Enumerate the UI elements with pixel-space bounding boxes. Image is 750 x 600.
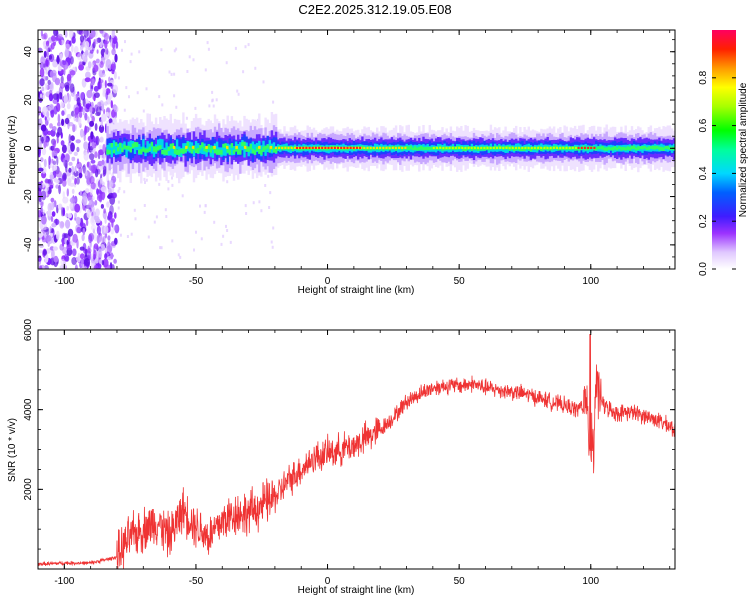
y-tick-label: 40 xyxy=(23,46,34,58)
spectrogram-x-axis-label: Height of straight line (km) xyxy=(298,285,415,296)
colorbar-tick-label: 0.2 xyxy=(698,214,709,228)
y-tick-label: 4000 xyxy=(23,398,34,421)
snr-series-line xyxy=(38,333,675,569)
x-tick-label: 50 xyxy=(454,276,466,287)
spectrogram-frame xyxy=(37,29,676,270)
snr-x-axis-label: Height of straight line (km) xyxy=(298,585,415,596)
x-tick-label: 50 xyxy=(454,576,466,587)
figure-title: C2E2.2025.312.19.05.E08 xyxy=(298,2,451,17)
x-tick-label: -100 xyxy=(54,276,74,287)
colorbar-tick-label: 0.8 xyxy=(698,70,709,84)
x-tick-label: -50 xyxy=(189,276,204,287)
y-tick-label: 6000 xyxy=(23,318,34,341)
x-tick-label: 100 xyxy=(582,276,599,287)
x-tick-label: 0 xyxy=(325,576,331,587)
colorbar: 0.0 0.2 0.4 0.6 0.8 Normalized spectral ampl… xyxy=(698,30,749,276)
spectrogram-y-axis-label: Frequency (Hz) xyxy=(7,116,18,185)
x-tick-label: 0 xyxy=(325,276,331,287)
colorbar-tick-label: 0.6 xyxy=(698,118,709,132)
x-tick-label: -100 xyxy=(54,576,74,587)
x-tick-label: 100 xyxy=(582,576,599,587)
y-tick-label: -20 xyxy=(23,189,34,204)
y-tick-label: 2000 xyxy=(23,478,34,501)
colorbar-ticks: 0.0 0.2 0.4 0.6 0.8 xyxy=(698,70,736,276)
colorbar-tick-label: 0.4 xyxy=(698,166,709,180)
colorbar-gradient xyxy=(712,30,736,269)
x-tick-label: -50 xyxy=(189,576,204,587)
snr-y-axis-label: SNR (10 * v/v) xyxy=(7,418,18,482)
colorbar-label: Normalized spectral amplitude xyxy=(738,82,749,217)
snr-panel: -100 -50 0 50 100 2000 4000 6000 Height of stra… xyxy=(7,318,676,596)
y-tick-label: 20 xyxy=(23,94,34,106)
y-tick-label: 0 xyxy=(23,145,34,151)
y-tick-label: 0 xyxy=(23,145,34,151)
snr-ticks: -100 -50 0 50 100 2000 4000 6000 xyxy=(23,318,675,587)
spectrogram-image xyxy=(38,30,675,269)
y-tick-label: -40 xyxy=(23,237,34,252)
colorbar-tick-label: 0.0 xyxy=(698,262,709,276)
